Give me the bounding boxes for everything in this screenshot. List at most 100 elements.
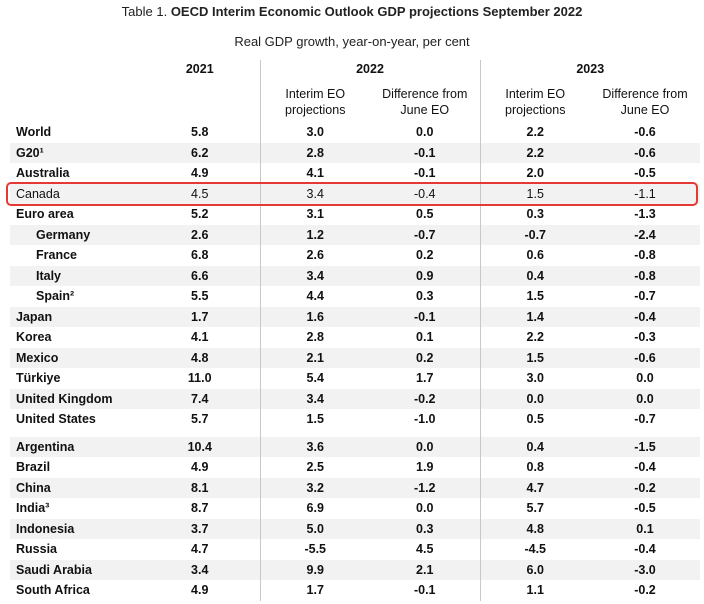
cell-diff-2023: -0.4	[634, 542, 656, 557]
cell-ieo-2022: 9.9	[259, 559, 370, 580]
row-label: Australia	[16, 166, 70, 181]
cell-diff-2022: 1.9	[416, 460, 434, 475]
table-row: Saudi Arabia 3.4 9.9 2.1 6.0 -3.0	[10, 559, 700, 580]
cell-diff-2022: -0.1	[413, 583, 436, 598]
cell-diff-2023: -2.4	[590, 224, 700, 245]
cell-2021: 5.7	[191, 412, 209, 427]
cell-diff-2023: -3.0	[590, 559, 700, 580]
row-label: China	[10, 477, 140, 498]
cell-diff-2023: -0.7	[634, 412, 656, 427]
cell-ieo-2023: 0.0	[479, 388, 590, 409]
cell-ieo-2022: -5.5	[259, 539, 370, 560]
cell-2021: 8.1	[140, 477, 260, 498]
cell-2021: 8.7	[191, 501, 209, 516]
cell-diff-2022: 0.1	[416, 330, 434, 345]
header-ieo-2023: Interim EO projections	[479, 80, 590, 122]
table-row: G20¹ 6.2 2.8 -0.1 2.2 -0.6	[10, 142, 700, 163]
cell-ieo-2022: 1.2	[259, 224, 370, 245]
cell-diff-2022: 0.0	[416, 501, 434, 516]
cell-diff-2022: -0.1	[413, 166, 436, 181]
cell-2021: 5.8	[191, 125, 209, 140]
cell-2021: 4.8	[140, 347, 260, 368]
cell-2021: 10.4	[140, 436, 260, 457]
cell-2021: 3.4	[140, 559, 260, 580]
cell-diff-2023: 0.0	[636, 371, 654, 386]
cell-2021: 2.6	[140, 224, 260, 245]
table-row: Argentina 10.4 3.6 0.0 0.4 -1.5	[10, 436, 700, 457]
cell-2021: 4.1	[191, 330, 209, 345]
table-row: Brazil 4.9 2.5 1.9 0.8 -0.4	[10, 457, 700, 478]
cell-ieo-2023: 6.0	[479, 559, 590, 580]
header-blank	[10, 60, 140, 80]
cell-ieo-2023: 1.4	[479, 306, 590, 327]
cell-ieo-2022: 6.9	[259, 498, 370, 519]
cell-ieo-2023: 4.8	[479, 518, 590, 539]
cell-ieo-2023: -0.7	[479, 224, 590, 245]
header-diff-2023: Difference from June EO	[602, 87, 688, 117]
cell-ieo-2023: 1.1	[479, 580, 590, 601]
cell-diff-2022: -1.0	[413, 412, 436, 427]
table-row: China 8.1 3.2 -1.2 4.7 -0.2	[10, 477, 700, 498]
row-label: United States	[16, 412, 96, 427]
row-label: Indonesia	[10, 518, 140, 539]
row-label: Korea	[16, 330, 52, 345]
table-title: Table 1. OECD Interim Economic Outlook G…	[121, 4, 583, 19]
cell-ieo-2022: 2.8	[259, 142, 370, 163]
table-row: United States 5.7 1.5 -1.0 0.5 -0.7	[10, 409, 700, 430]
cell-diff-2022: 0.3	[370, 518, 480, 539]
cell-ieo-2022: 3.2	[259, 477, 370, 498]
header-2023: 2023	[479, 60, 700, 80]
cell-2021: 7.4	[140, 388, 260, 409]
row-label: United Kingdom	[10, 388, 140, 409]
cell-diff-2022: 0.2	[416, 248, 434, 263]
cell-ieo-2023: 1.5	[479, 183, 590, 204]
table-row: Russia 4.7 -5.5 4.5 -4.5 -0.4	[10, 539, 700, 560]
cell-diff-2022: 1.7	[416, 371, 434, 386]
cell-2021: 6.6	[140, 265, 260, 286]
cell-diff-2023: -1.1	[590, 183, 700, 204]
cell-diff-2023: -0.5	[634, 166, 656, 181]
table-row: Türkiye 11.0 5.4 1.7 3.0 0.0	[10, 368, 700, 389]
cell-ieo-2023: 3.0	[479, 368, 590, 389]
header-2022: 2022	[259, 60, 480, 80]
cell-ieo-2023: -4.5	[479, 539, 590, 560]
cell-ieo-2023: 0.6	[479, 245, 590, 266]
cell-diff-2023: -0.7	[634, 289, 656, 304]
cell-2021: 3.7	[140, 518, 260, 539]
cell-diff-2023: -1.3	[634, 207, 656, 222]
table-row: Australia 4.9 4.1 -0.1 2.0 -0.5	[10, 163, 700, 184]
cell-diff-2022: 4.5	[416, 542, 434, 557]
cell-diff-2023: -0.6	[590, 142, 700, 163]
cell-diff-2022: 0.5	[416, 207, 434, 222]
table-row: India³ 8.7 6.9 0.0 5.7 -0.5	[10, 498, 700, 519]
row-label: Saudi Arabia	[10, 559, 140, 580]
cell-ieo-2023: 5.7	[479, 498, 590, 519]
cell-ieo-2023: 2.2	[479, 142, 590, 163]
cell-ieo-2023: 4.7	[479, 477, 590, 498]
table-body: World 5.8 3.0 0.0 2.2 -0.6 G20¹ 6.2 2.8 -0.1 2.2 -0…	[10, 122, 700, 601]
row-label: India³	[16, 501, 50, 516]
cell-diff-2023: -0.8	[634, 248, 656, 263]
cell-ieo-2023: 0.4	[479, 265, 590, 286]
cell-2021: 5.5	[191, 289, 209, 304]
cell-2021: 6.2	[140, 142, 260, 163]
cell-diff-2022: 0.3	[416, 289, 434, 304]
table-row: France 6.8 2.6 0.2 0.6 -0.8	[10, 245, 700, 266]
row-label: France	[36, 248, 77, 263]
cell-2021: 4.9	[191, 583, 209, 598]
cell-diff-2022: -0.2	[370, 388, 480, 409]
row-label: Germany	[10, 224, 140, 245]
cell-diff-2023: -0.5	[634, 501, 656, 516]
cell-ieo-2022: 3.0	[259, 122, 370, 143]
cell-diff-2023: -0.6	[634, 125, 656, 140]
cell-diff-2022: 0.2	[370, 347, 480, 368]
cell-ieo-2022: 4.4	[259, 286, 370, 307]
table-row: Euro area 5.2 3.1 0.5 0.3 -1.3	[10, 204, 700, 225]
cell-diff-2022: 0.0	[416, 125, 434, 140]
cell-ieo-2022: 3.6	[259, 436, 370, 457]
row-label: Japan	[10, 306, 140, 327]
row-label: Spain²	[36, 289, 75, 304]
table-row: Mexico 4.8 2.1 0.2 1.5 -0.6	[10, 347, 700, 368]
cell-ieo-2022: 3.1	[259, 204, 370, 225]
cell-diff-2023: 0.1	[590, 518, 700, 539]
